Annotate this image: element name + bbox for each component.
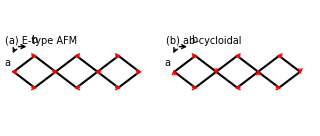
Text: b: b: [191, 35, 198, 45]
Text: b: b: [31, 35, 37, 45]
Text: a: a: [164, 58, 171, 67]
Text: (a) E-type AFM: (a) E-type AFM: [5, 36, 77, 46]
Text: (b) ab-cycloidal: (b) ab-cycloidal: [166, 36, 241, 46]
Text: a: a: [4, 58, 10, 67]
